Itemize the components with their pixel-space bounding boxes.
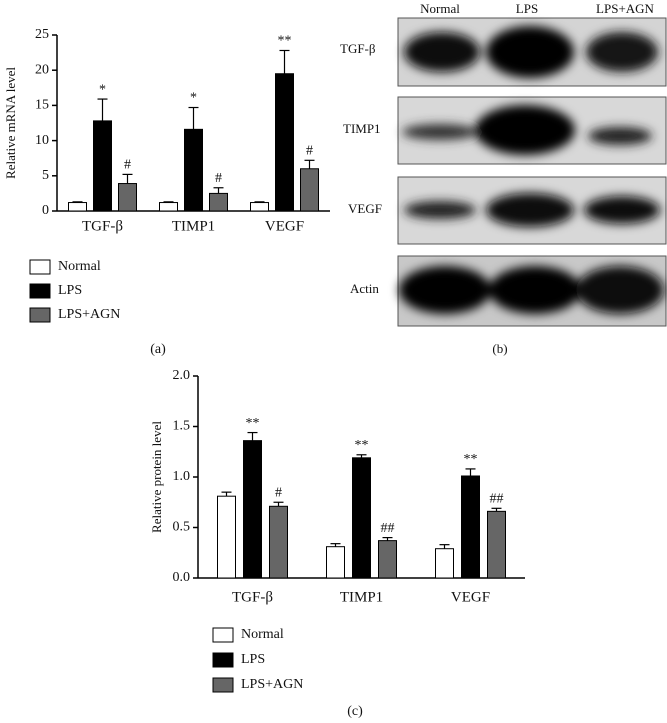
- bar: [217, 495, 236, 579]
- bar: [269, 505, 288, 579]
- y-axis-label: Relative mRNA level: [3, 67, 18, 179]
- bar: [487, 510, 506, 579]
- legend-label: Normal: [58, 259, 101, 274]
- significance-label: **: [355, 438, 369, 453]
- significance-label: #: [215, 171, 222, 186]
- legend-label: LPS: [241, 652, 265, 667]
- legend-swatch: [29, 259, 51, 275]
- bar: [68, 202, 87, 212]
- bar: [118, 183, 137, 212]
- y-tick-label: 1.0: [173, 469, 191, 484]
- bar: [461, 475, 480, 579]
- legend-swatch: [29, 283, 51, 299]
- legend-swatch: [29, 307, 51, 323]
- y-tick-label: 20: [35, 62, 49, 77]
- significance-label: **: [246, 416, 260, 431]
- x-tick-label: TGF-β: [232, 589, 273, 605]
- bar: [250, 202, 269, 212]
- x-tick-label: TIMP1: [172, 218, 215, 234]
- bar: [352, 457, 371, 579]
- legend-label: LPS+AGN: [58, 307, 120, 322]
- row-label: TIMP1: [343, 121, 381, 136]
- x-tick-label: TIMP1: [340, 589, 383, 605]
- y-tick-label: 2.0: [173, 368, 191, 383]
- bands: [402, 105, 652, 155]
- row-label: Actin: [350, 281, 379, 296]
- lane-label: LPS: [516, 1, 538, 16]
- bar: [326, 546, 345, 579]
- legend-swatch: [212, 627, 234, 643]
- x-tick-label: VEGF: [265, 218, 304, 234]
- significance-label: ##: [490, 492, 504, 507]
- bar: [184, 128, 203, 212]
- y-tick-label: 0.0: [173, 570, 191, 585]
- panel-label: (a): [150, 342, 166, 357]
- row-label: TGF-β: [340, 41, 376, 56]
- x-tick-label: TGF-β: [82, 218, 123, 234]
- y-tick-label: 10: [35, 133, 49, 148]
- bar: [243, 440, 262, 579]
- bar: [159, 202, 178, 212]
- panel-label: (c): [347, 704, 363, 719]
- significance-label: **: [464, 452, 478, 467]
- legend-label: LPS+AGN: [241, 677, 303, 692]
- y-tick-label: 0.5: [173, 520, 191, 535]
- bands: [404, 193, 660, 227]
- y-axis-label: Relative protein level: [149, 421, 164, 533]
- bands: [404, 26, 658, 78]
- bar: [93, 120, 112, 212]
- x-tick-label: VEGF: [451, 589, 490, 605]
- y-tick-label: 15: [35, 98, 49, 113]
- lane-label: Normal: [420, 1, 460, 16]
- row-label: VEGF: [348, 201, 382, 216]
- y-tick-label: 5: [42, 168, 49, 183]
- bar: [300, 168, 319, 212]
- legend-label: Normal: [241, 627, 284, 642]
- y-tick-label: 0: [42, 203, 49, 218]
- significance-label: ##: [381, 521, 395, 536]
- significance-label: *: [99, 82, 106, 97]
- significance-label: #: [306, 144, 313, 159]
- western-blot: Normal LPS LPS+AGN TGF-β TIMP1 VEGF Acti…: [340, 1, 667, 356]
- bands: [399, 266, 664, 314]
- significance-label: **: [278, 34, 292, 49]
- significance-label: *: [190, 91, 197, 106]
- y-tick-label: 25: [35, 27, 49, 42]
- significance-label: #: [124, 158, 131, 173]
- bar: [435, 548, 454, 579]
- legend-swatch: [212, 652, 234, 668]
- legend-swatch: [212, 677, 234, 693]
- lane-label: LPS+AGN: [596, 1, 655, 16]
- legend-label: LPS: [58, 283, 82, 298]
- bar: [275, 73, 294, 212]
- panel-label: (b): [492, 341, 507, 356]
- significance-label: #: [275, 485, 282, 500]
- y-tick-label: 1.5: [173, 419, 191, 434]
- bar: [378, 540, 397, 579]
- bar: [209, 192, 228, 212]
